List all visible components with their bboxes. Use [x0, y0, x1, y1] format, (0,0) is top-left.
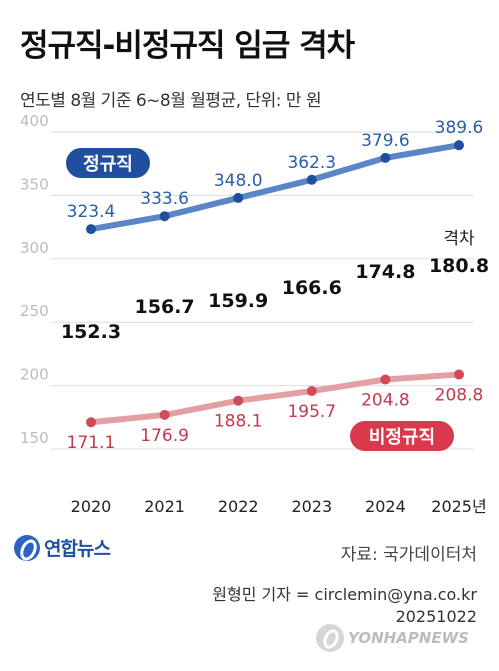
logo-text: 연합뉴스 [44, 538, 111, 560]
x-tick-label: 2020 [71, 497, 112, 516]
gap-value: 159.9 [208, 290, 268, 312]
data-label: 362.3 [287, 153, 336, 173]
data-point [86, 224, 96, 235]
data-point [233, 395, 244, 406]
x-tick-label: 2025년 [431, 497, 486, 516]
data-label: 333.6 [140, 189, 189, 209]
data-label: 348.0 [214, 171, 263, 191]
data-label: 176.9 [140, 426, 189, 446]
data-point [380, 374, 391, 385]
x-tick-label: 2023 [291, 497, 332, 516]
data-label: 171.1 [67, 433, 116, 453]
data-label: 188.1 [214, 412, 263, 432]
data-point [159, 211, 170, 222]
yonhap-logo: 연합뉴스 [14, 534, 111, 561]
data-point [159, 409, 170, 420]
x-tick-label: 2024 [365, 497, 406, 516]
data-label: 204.8 [361, 391, 410, 411]
series-line [88, 371, 462, 426]
credit: 원형민 기자 = circlemin@yna.co.kr 20251022 [212, 584, 477, 628]
gap-value: 166.6 [282, 277, 342, 299]
data-label: 379.6 [361, 131, 410, 151]
series-label-bg [66, 148, 150, 178]
credit-date: 20251022 [395, 607, 477, 626]
gap-label: 격차 [443, 229, 475, 249]
yonhap-logo-icon [14, 534, 40, 561]
data-label: 195.7 [287, 402, 336, 422]
data-point [454, 369, 464, 380]
x-tick-label: 2022 [218, 497, 259, 516]
data-point [86, 417, 96, 428]
series-label-text: 정규직 [83, 154, 133, 175]
series-name-irregular: 비정규직 [350, 421, 454, 451]
x-tick-label: 2021 [144, 497, 185, 516]
credit-reporter: 원형민 기자 = circlemin@yna.co.kr [212, 585, 477, 604]
series-label-bg [350, 421, 454, 451]
yonhap-watermark-icon [316, 624, 344, 652]
y-tick-label: 250 [20, 302, 49, 320]
data-label: 389.6 [435, 118, 484, 138]
y-tick-label: 350 [20, 175, 49, 193]
watermark: YONHAPNEWS [316, 624, 469, 652]
data-point [306, 386, 317, 397]
chart-subtitle: 연도별 8월 기준 6~8월 월평균, 단위: 만 원 [20, 91, 322, 111]
gap-value: 174.8 [355, 261, 415, 283]
gap-value: 152.3 [61, 321, 121, 343]
y-tick-label: 150 [20, 429, 49, 447]
series-name-regular: 정규직 [66, 148, 150, 178]
source-text: 자료: 국가데이터처 [340, 545, 477, 565]
data-point [306, 174, 317, 185]
watermark-text: YONHAPNEWS [348, 629, 469, 647]
data-label: 323.4 [67, 202, 116, 222]
y-tick-label: 300 [20, 239, 49, 257]
data-label: 208.8 [435, 385, 484, 405]
gap-value: 180.8 [429, 255, 489, 277]
y-tick-label: 400 [20, 112, 49, 130]
series-label-text: 비정규직 [369, 427, 435, 448]
data-point [454, 140, 464, 151]
chart-title: 정규직-비정규직 임금 격차 [20, 28, 355, 64]
series-line [88, 142, 462, 233]
data-point [233, 192, 244, 203]
data-point [380, 152, 391, 163]
gap-value: 156.7 [135, 296, 195, 318]
y-tick-label: 200 [20, 366, 49, 384]
